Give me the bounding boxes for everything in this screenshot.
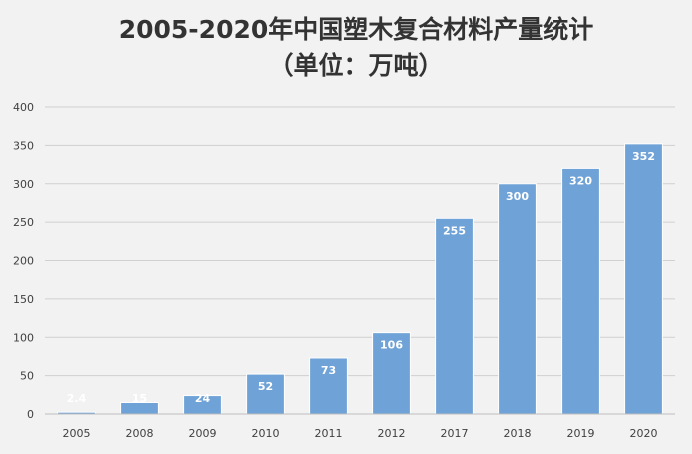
data-label: 352 [632,150,655,163]
bar-2019 [561,167,600,415]
x-tick-label: 2012 [378,427,406,440]
bar-2020 [624,143,663,415]
y-tick-label: 0 [27,408,34,421]
y-tick-label: 350 [13,139,34,152]
y-tick-label: 400 [13,101,34,114]
data-label: 320 [569,174,592,187]
data-label: 52 [258,380,273,393]
y-tick-label: 100 [13,331,34,344]
bar-2010 [246,373,285,415]
data-label: 73 [321,364,336,377]
y-tick-label: 200 [13,255,34,268]
x-tick-label: 2010 [252,427,280,440]
x-tick-label: 2019 [567,427,595,440]
x-tick-label: 2008 [126,427,154,440]
chart-subtitle: （单位：万吨） [268,51,443,80]
bar-2012 [372,332,411,415]
gridlines [45,106,675,377]
y-axis-ticks: 0 50 100 150 200 250 300 350 400 [13,101,34,421]
data-labels: 2.4 15 24 52 73 106 255 300 320 352 [67,150,655,405]
x-tick-label: 2020 [630,427,658,440]
y-tick-label: 250 [13,216,34,229]
x-axis-ticks: 2005 2008 2009 2010 2011 2012 2017 2018 2019 2020 [63,427,658,440]
x-tick-label: 2009 [189,427,217,440]
y-tick-label: 150 [13,293,34,306]
chart-title: 2005-2020年中国塑木复合材料产量统计 [119,15,594,44]
y-tick-label: 50 [20,370,34,383]
bar-2018 [498,183,537,415]
data-label: 300 [506,190,529,203]
x-tick-label: 2011 [315,427,343,440]
data-label: 15 [132,392,147,405]
x-tick-label: 2018 [504,427,532,440]
data-label: 2.4 [67,392,87,405]
bar-2017 [435,217,474,415]
x-tick-label: 2017 [441,427,469,440]
data-label: 24 [195,392,211,405]
x-tick-label: 2005 [63,427,91,440]
y-tick-label: 300 [13,178,34,191]
data-label: 255 [443,224,466,237]
data-label: 106 [380,339,403,352]
